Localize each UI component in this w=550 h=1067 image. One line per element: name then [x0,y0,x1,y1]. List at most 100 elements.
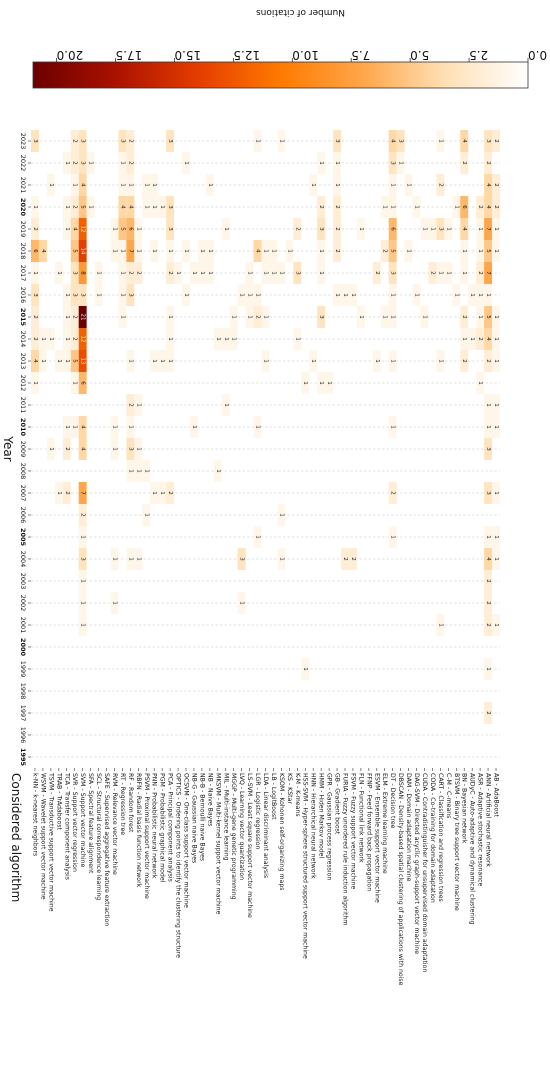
cell-value-label: 1 [263,249,269,253]
cell-value-label: 2 [318,205,324,209]
heatmap-cell [205,262,214,284]
cell-value-label: 1 [88,161,94,165]
heatmap-cell [309,174,318,196]
cell-value-label: 1 [255,425,261,429]
heatmap-cell [333,218,342,240]
cell-value-label: 7 [485,271,491,275]
cell-value-label: 2 [32,315,38,319]
cell-value-label: 2 [72,337,78,341]
algorithm-tick-label: MIL - Multi-instance learning [222,773,229,861]
heatmap-cell [436,262,445,284]
cell-value-label: 4 [80,447,86,451]
cell-value-label: 1 [119,161,125,165]
cell-value-label: 1 [119,293,125,297]
heatmap-cell [261,350,270,372]
algorithm-tick-label: HSS-SVM - Hyper-sphere structured suppor… [302,773,309,959]
heatmap-cell [78,306,87,328]
cell-value-label: 4 [461,227,467,231]
cell-value-label: 2 [493,139,499,143]
cell-value-label: 6 [461,205,467,209]
heatmap-cell [388,284,397,306]
heatmap-cell [333,174,342,196]
algorithm-tick-label: MKSVM - Multi-kernel support vector mach… [214,773,221,915]
algorithm-tick-label: FURIA - Fuzzy unordered rule induction a… [341,773,348,925]
cell-value-label: 1 [493,403,499,407]
heatmap-cell [31,240,39,262]
cell-value-label: 2 [485,161,491,165]
heatmap-cell [277,548,286,570]
heatmap-cell [62,438,71,460]
heatmap-cell [62,416,71,438]
cell-value-label: 1 [318,161,324,165]
cell-value-label: 1 [207,183,213,187]
cell-value-label: 1 [191,425,197,429]
cell-value-label: 2 [334,205,340,209]
year-tick-label: 2005 [19,528,27,547]
heatmap-cell [31,328,39,350]
cell-value-label: 13 [80,358,86,365]
cell-value-label: 4 [255,249,261,253]
heatmap-cell [492,196,500,218]
heatmap-cell [62,306,71,328]
cell-value-label: 1 [143,513,149,517]
cell-value-label: 12 [80,336,86,343]
cell-value-label: 1 [40,359,46,363]
heatmap-cell [166,196,175,218]
heatmap-cell [492,130,500,152]
cell-value-label: 1 [278,513,284,517]
cell-value-label: 1 [135,447,141,451]
cell-value-label: 4 [390,139,396,143]
heatmap-cell [134,548,143,570]
heatmap-cell [158,350,167,372]
algorithm-tick-label: KSOM - Kohonen self-organizing maps [278,773,285,891]
cell-value-label: 1 [111,249,117,253]
cell-value-label: 2 [167,491,173,495]
heatmap-cell [245,284,254,306]
algorithm-tick-label: NB - Naive Bayes [206,773,213,826]
cell-value-label: 2 [461,359,467,363]
heatmap-cell [78,482,87,504]
cell-value-label: 1 [247,293,253,297]
cell-value-label: 1 [318,249,324,253]
cell-value-label: 1 [207,271,213,275]
heatmap-cell [237,284,246,306]
cell-value-label: 2 [80,513,86,517]
cell-value-label: 1 [390,205,396,209]
cell-value-label: 1 [278,139,284,143]
cell-value-label: 1 [429,227,435,231]
heatmap-cell [70,328,79,350]
cell-value-label: 1 [406,183,412,187]
algorithm-tick-label: PSVM - Proximal support vector machine [143,773,150,899]
cell-value-label: 21 [80,314,86,321]
year-tick-label: 2014 [19,331,27,348]
heatmap-cell [333,196,342,218]
heatmap-cell [70,350,79,372]
heatmap-cell [46,438,55,460]
cell-value-label: 1 [127,359,133,363]
cell-value-label: 1 [461,249,467,253]
algorithm-tick-label: FSVM - Fuzzy support vector machine [349,773,356,889]
heatmap-cell [484,130,493,152]
heatmap-cell [253,284,262,306]
heatmap-cell [118,130,127,152]
heatmap-cell [388,416,397,438]
cell-value-label: 7 [127,249,133,253]
cell-value-label: 1 [294,337,300,341]
heatmap-cell [460,328,469,350]
algorithm-tick-label: NB-G - Gaussian naive Bayes [190,773,197,863]
cell-value-label: 2 [493,205,499,209]
heatmap-cell [484,416,493,438]
algorithm-tick-label: LDA - Linear discriminant analysis [262,773,269,878]
cell-value-label: 1 [390,183,396,187]
heatmap-cell [142,196,151,218]
cell-value-label: 1 [88,205,94,209]
heatmap-cell [126,394,135,416]
heatmap-cell [205,174,214,196]
cell-value-label: 1 [183,293,189,297]
heatmap-cell [428,218,437,240]
heatmap-cell [62,196,71,218]
algorithm-tick-label: BTSVM - Binary tree support vector machi… [453,773,460,911]
heatmap-cell [484,152,493,174]
